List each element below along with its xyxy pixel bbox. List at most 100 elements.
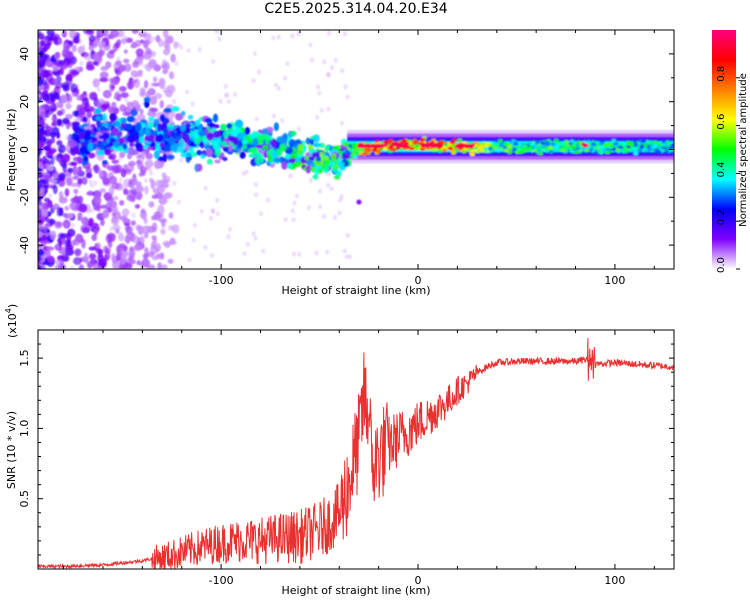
spectrogram-ridge-blob	[251, 146, 258, 152]
spectrogram-noise-blob	[69, 202, 76, 210]
spectrogram-noise-blob	[63, 214, 68, 220]
spectrogram-noise-blob	[42, 123, 49, 129]
spectrogram-ridge-blob	[79, 145, 88, 155]
colorbar-tick-label: 0.0	[716, 257, 727, 273]
spectrogram-ridge-blob	[621, 142, 627, 147]
spectrogram-noise-blob	[55, 101, 62, 109]
spectrogram-noise-blob	[186, 48, 191, 54]
spectrogram-noise-blob	[89, 256, 96, 267]
spectrogram-noise-blob	[38, 204, 42, 210]
spectrogram-noise-blob	[135, 103, 141, 112]
spectrogram-noise-blob	[38, 197, 41, 203]
spectrogram-noise-blob	[82, 226, 90, 234]
spectrogram-noise-blob	[88, 91, 96, 101]
spectrogram-noise-blob	[70, 222, 75, 228]
spectrogram-noise-blob	[131, 177, 137, 185]
spectrogram-ridge-blob	[153, 118, 160, 127]
spectrogram-noise-blob	[211, 59, 216, 65]
spectrogram-noise-blob	[58, 60, 66, 66]
spectrogram-ridge-blob	[409, 146, 415, 151]
spectrogram-ridge-blob	[562, 141, 568, 146]
spectrogram-noise-blob	[46, 246, 55, 251]
spectrogram-noise-blob	[98, 50, 104, 58]
spectrogram-noise-blob	[199, 208, 204, 214]
spectrogram-ridge-blob	[185, 152, 191, 158]
spectrogram-noise-blob	[77, 165, 82, 174]
spectrogram-noise-blob	[123, 262, 133, 269]
spectrogram-ridge-blob	[507, 144, 513, 149]
spectrogram-ridge-blob	[279, 143, 287, 150]
spectrogram-noise-blob	[40, 111, 46, 118]
spectrogram-ridge-blob	[134, 123, 142, 133]
spectrogram-noise-blob	[100, 219, 105, 227]
spectrogram-noise-blob	[56, 140, 63, 146]
snr-x-tick-label: 0	[415, 574, 422, 587]
snr-y-tick-label: 1.5	[18, 349, 31, 367]
spectrogram-noise-blob	[93, 195, 102, 206]
spectrogram-noise-blob	[192, 222, 197, 228]
spectrogram-ridge-blob	[602, 148, 608, 153]
spectrogram-noise-blob	[62, 219, 71, 229]
spectrogram-noise-blob	[242, 251, 247, 257]
spectrogram-noise-blob	[136, 260, 141, 266]
spectrogram-noise-blob	[322, 214, 327, 220]
spectrogram-noise-blob	[271, 35, 276, 41]
spectrogram-noise-blob	[254, 116, 259, 122]
spectrogram-noise-blob	[45, 202, 51, 208]
spectrogram-noise-blob	[55, 258, 64, 266]
spectrogram-noise-blob	[116, 30, 125, 38]
spectrogram-noise-blob	[158, 38, 164, 48]
spectrogram-noise-blob	[41, 181, 50, 188]
spectrogram-noise-blob	[215, 197, 220, 203]
colorbar-tick-label: 0.8	[716, 66, 727, 82]
spectrogram-ridge-blob	[143, 96, 151, 103]
spectrogram-ridge-blob	[170, 131, 176, 137]
spectrogram-noise-blob	[150, 179, 156, 190]
spectrogram-noise-blob	[273, 82, 278, 88]
spectrogram-ridge-blob	[122, 143, 128, 150]
spectrogram-noise-blob	[226, 234, 231, 240]
spectrogram-ridge-blob	[145, 134, 155, 143]
spectrogram-ridge-blob	[513, 142, 519, 146]
spectrogram-noise-blob	[96, 30, 105, 38]
spectrogram-noise-blob	[290, 208, 295, 214]
snr-y-multiplier: (x104)	[4, 304, 19, 338]
spectrogram-noise-blob	[162, 30, 169, 39]
spectrogram-noise-blob	[342, 248, 347, 254]
spectrogram-noise-blob	[150, 50, 156, 57]
spectrogram-noise-blob	[168, 71, 175, 80]
spectrogram-noise-blob	[38, 264, 42, 269]
spectrogram-ridge-blob	[196, 163, 203, 172]
spectrogram-noise-blob	[67, 167, 74, 173]
spectrogram-ridge-blob	[124, 123, 133, 130]
spectrogram-noise-blob	[87, 190, 92, 196]
spectrogram-ridge-blob	[286, 162, 293, 169]
spectrogram-noise-blob	[44, 216, 49, 223]
spectrogram-noise-blob	[318, 204, 323, 210]
spectrogram-noise-blob	[283, 216, 288, 222]
spectrogram-noise-blob	[115, 92, 120, 98]
spectrogram-ridge-blob	[335, 170, 342, 177]
colorbar-tick-label: 0.4	[716, 161, 727, 177]
spectrogram-noise-blob	[107, 106, 114, 114]
spectrogram-ridge-blob	[273, 122, 279, 132]
spectrogram-noise-blob	[111, 164, 120, 174]
spectrogram-noise-blob	[130, 79, 138, 84]
spectrogram-noise-blob	[149, 82, 154, 88]
spectrogram-noise-blob	[147, 63, 152, 69]
spectrogram-ridge-blob	[342, 141, 350, 147]
spectrogram-noise-blob	[147, 251, 155, 258]
spectrogram-noise-blob	[118, 177, 123, 183]
spectrogram-noise-blob	[160, 229, 165, 235]
spectrogram-noise-blob	[78, 107, 87, 115]
spectrogram-noise-blob	[52, 65, 59, 72]
spectrogram-noise-blob	[104, 46, 109, 52]
spectrogram-noise-blob	[294, 193, 299, 199]
spectrogram-noise-blob	[116, 39, 122, 45]
spectrogram-noise-blob	[38, 67, 42, 73]
spectrogram-noise-blob	[233, 92, 238, 98]
spectrogram-noise-blob	[56, 206, 61, 217]
colorbar-label: Normalized spectral amplitude	[738, 73, 749, 227]
spectrogram-noise-blob	[131, 30, 139, 34]
spectrogram-noise-blob	[41, 209, 48, 217]
